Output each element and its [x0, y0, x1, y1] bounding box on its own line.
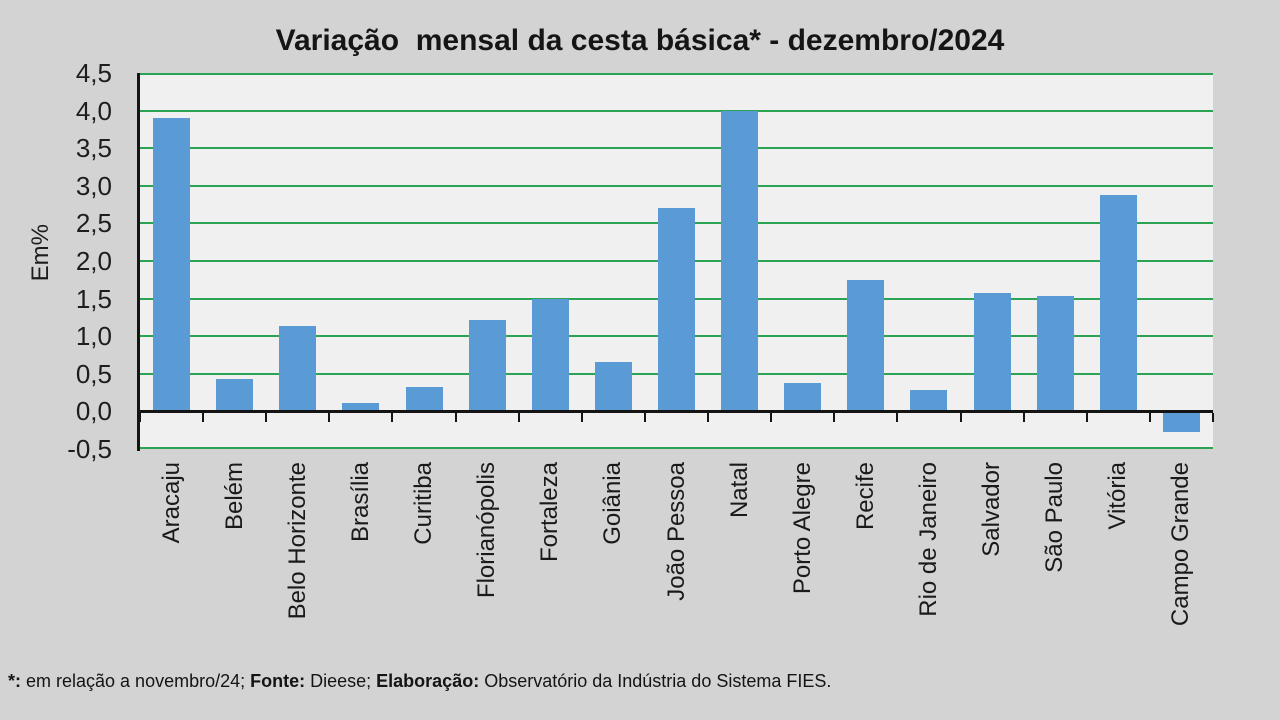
x-tick-label: Curitiba — [410, 462, 437, 545]
x-tick-mark — [707, 413, 709, 422]
x-tick-mark — [518, 413, 520, 422]
x-tick-mark — [455, 413, 457, 422]
x-tick-mark — [833, 413, 835, 422]
bar-aracaju — [153, 118, 190, 411]
bar-joão-pessoa — [658, 208, 695, 411]
x-tick-mark — [1212, 413, 1214, 422]
y-tick-label: 3,5 — [75, 133, 112, 164]
footnote-segment: Elaboração: — [376, 671, 480, 691]
x-tick-label: Aracaju — [158, 462, 185, 544]
x-tick-label: Salvador — [978, 462, 1005, 557]
x-tick-label: Fortaleza — [536, 462, 563, 563]
bar-curitiba — [406, 387, 443, 411]
gridline — [140, 447, 1213, 449]
x-tick-label: Vitória — [1104, 462, 1131, 530]
chart-title: Variação mensal da cesta básica* - dezem… — [275, 24, 1005, 57]
footnote: *: em relação a novembro/24; Fonte: Diee… — [8, 671, 831, 692]
x-tick-mark — [265, 413, 267, 422]
x-tick-label: Campo Grande — [1167, 462, 1194, 627]
bar-brasília — [342, 403, 379, 411]
x-tick-label: Goiânia — [599, 462, 626, 545]
x-tick-mark — [960, 413, 962, 422]
bar-belo-horizonte — [279, 326, 316, 411]
footnote-segment: *: — [8, 671, 21, 691]
x-tick-mark — [1086, 413, 1088, 422]
x-tick-mark — [896, 413, 898, 422]
x-tick-label: Belo Horizonte — [284, 462, 311, 620]
y-tick-label: 2,5 — [75, 208, 112, 239]
bar-goiânia — [595, 362, 632, 412]
gridline — [140, 110, 1213, 112]
x-tick-label: Natal — [726, 462, 753, 519]
y-axis-line — [137, 73, 140, 451]
footnote-segment: em relação a novembro/24; — [21, 671, 251, 691]
y-tick-label: 0,0 — [75, 396, 112, 427]
x-tick-label: Belém — [221, 462, 248, 531]
x-tick-mark — [644, 413, 646, 422]
bar-florianópolis — [469, 320, 506, 411]
bar-natal — [721, 111, 758, 412]
footnote-segment: Observatório da Indústria do Sistema FIE… — [479, 671, 832, 691]
bar-salvador — [974, 293, 1011, 411]
footnote-segment: Dieese; — [305, 671, 377, 691]
y-tick-label: 4,0 — [75, 95, 112, 126]
bar-vitória — [1100, 195, 1137, 412]
bar-belém — [216, 379, 253, 411]
x-tick-label: Florianópolis — [473, 462, 500, 599]
x-axis-line — [139, 410, 1213, 413]
footnote-segment: Fonte: — [250, 671, 306, 691]
gridline — [140, 147, 1213, 149]
gridline — [140, 185, 1213, 187]
x-tick-mark — [1149, 413, 1151, 422]
x-tick-mark — [202, 413, 204, 422]
x-tick-mark — [770, 413, 772, 422]
y-tick-label: 0,5 — [75, 358, 112, 389]
y-tick-label: -0,5 — [67, 434, 112, 464]
bar-campo-grande — [1163, 411, 1200, 432]
bar-fortaleza — [532, 299, 569, 412]
gridline — [140, 73, 1213, 75]
bar-são-paulo — [1037, 296, 1074, 412]
x-tick-label: Rio de Janeiro — [915, 462, 942, 617]
x-tick-label: Porto Alegre — [789, 462, 816, 595]
y-tick-label: 4,5 — [75, 58, 112, 88]
x-tick-mark — [391, 413, 393, 422]
bar-recife — [847, 280, 884, 412]
x-tick-label: São Paulo — [1041, 462, 1068, 573]
y-tick-label: 3,0 — [75, 170, 112, 201]
plot-area — [140, 73, 1213, 449]
x-tick-mark — [328, 413, 330, 422]
x-tick-mark — [581, 413, 583, 422]
y-tick-label: 1,0 — [75, 321, 112, 352]
x-tick-label: Brasília — [347, 462, 374, 543]
x-tick-mark — [1023, 413, 1025, 422]
x-tick-label: Recife — [852, 462, 879, 531]
x-tick-mark — [139, 413, 141, 422]
bar-porto-alegre — [784, 383, 821, 412]
y-tick-label: 1,5 — [75, 283, 112, 314]
bar-rio-de-janeiro — [910, 390, 947, 411]
x-tick-label: João Pessoa — [663, 462, 690, 601]
y-tick-label: 2,0 — [75, 246, 112, 276]
